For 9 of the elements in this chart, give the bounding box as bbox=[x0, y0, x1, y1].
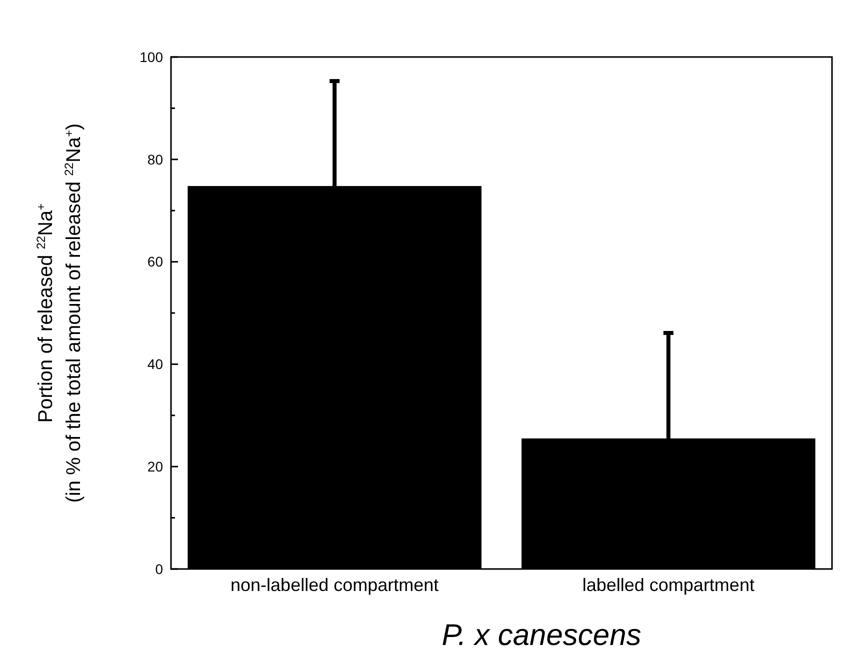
y-tick-label: 80 bbox=[147, 151, 164, 168]
x-axis-title: P. x canescens bbox=[442, 619, 642, 652]
x-tick-label: labelled compartment bbox=[582, 575, 754, 595]
y-tick-label: 40 bbox=[147, 356, 164, 372]
y-tick-label: 60 bbox=[147, 254, 164, 270]
y-tick-label: 20 bbox=[147, 458, 164, 474]
x-tick-label: non-labelled compartment bbox=[230, 575, 439, 595]
y-tick-label: 100 bbox=[140, 48, 164, 65]
y-tick-label: 0 bbox=[155, 560, 164, 577]
